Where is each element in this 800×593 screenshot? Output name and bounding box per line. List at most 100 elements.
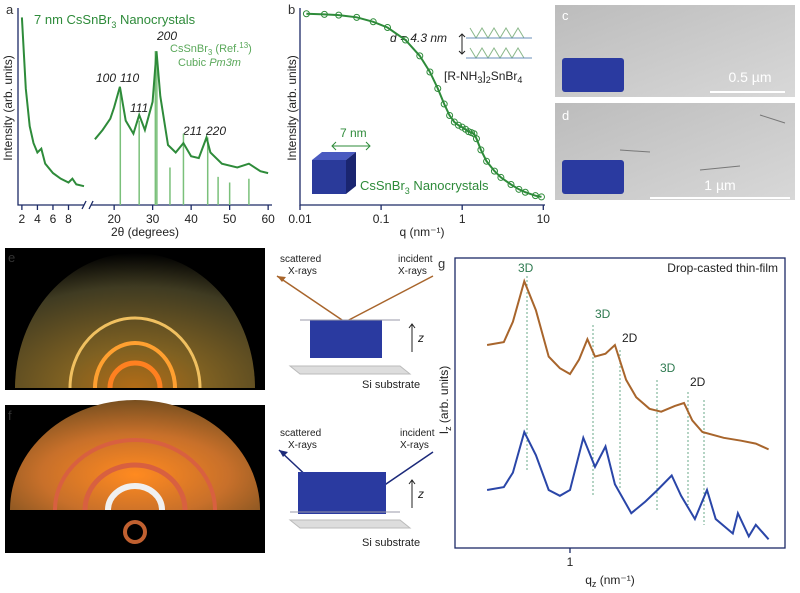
x-tick-label: 6 <box>50 212 57 226</box>
x-tick-label: 8 <box>65 212 72 226</box>
chart-title: Drop-casted thin-film <box>667 261 778 275</box>
size-label: 7 nm <box>340 126 367 140</box>
reference-label: CsSnBr3 (Ref.13) <box>170 41 252 57</box>
diagram-f <box>278 449 434 529</box>
peak-label: 220 <box>205 124 226 138</box>
data-point <box>497 173 505 181</box>
panel-label: a <box>6 2 14 17</box>
phase-label: [R-NH3]2SnBr4 <box>444 69 522 85</box>
peak-label: 100 <box>96 71 116 85</box>
substrate-label: Si substrate <box>362 537 420 549</box>
x-tick-label: 2 <box>19 212 26 226</box>
y-axis-label: Intensity (arb. units) <box>1 55 15 160</box>
axis-frame <box>17 8 272 206</box>
y-axis-label: Iz (arb. units) <box>437 366 453 435</box>
data-point <box>490 167 498 175</box>
x-tick-label: 10 <box>537 212 551 226</box>
data-point <box>369 18 377 26</box>
data-point <box>472 135 480 143</box>
cube-icon <box>312 152 356 194</box>
giwaxs-rings <box>68 316 202 389</box>
data-point <box>446 111 454 119</box>
x-tick-label: 60 <box>261 212 275 226</box>
data-point <box>426 68 434 76</box>
giwaxs-pattern <box>10 400 260 510</box>
layered-structure <box>458 27 532 59</box>
plot-frame <box>454 257 786 549</box>
chart-title: 7 nm CsSnBr3 Nanocrystals <box>34 12 196 30</box>
diagram-label: X-rays <box>288 266 317 277</box>
peak-labels: 100 110 111 200 211 220 <box>96 29 226 138</box>
data-point <box>384 24 392 32</box>
annotation: 2D <box>690 375 706 389</box>
data-point <box>521 188 529 196</box>
panel-label: c <box>562 8 569 23</box>
reference-phase: Cubic Pm3m <box>178 57 241 69</box>
substrate-label: Si substrate <box>362 379 420 391</box>
data-line <box>306 12 542 198</box>
giwaxs-pattern <box>15 253 255 388</box>
diagram-label: scattered <box>280 254 321 265</box>
tem-features <box>619 114 786 171</box>
annotations: 3D 3D 2D 3D 2D <box>518 261 706 389</box>
diagram-e <box>276 275 434 375</box>
peak-label: 110 <box>120 71 139 85</box>
diagram-label: incident <box>400 428 435 439</box>
diagram-label: scattered <box>280 428 321 439</box>
panel-label: e <box>8 250 15 265</box>
panel-label: g <box>438 256 445 271</box>
giwaxs-rings <box>53 438 217 544</box>
data-point <box>302 10 310 18</box>
data-point <box>483 157 491 165</box>
data-point <box>402 36 410 44</box>
scale-bar-label: 1 µm <box>704 177 735 193</box>
stack-icon <box>562 58 624 194</box>
data-line <box>486 278 770 451</box>
peak-label: 211 <box>182 124 202 138</box>
annotation: 3D <box>518 261 534 275</box>
data-line <box>20 17 269 188</box>
data-point <box>507 181 515 189</box>
panel-label: f <box>8 408 12 423</box>
x-tick-label: 0.01 <box>288 212 312 226</box>
diagram-label: X-rays <box>398 266 427 277</box>
x-tick-label: 40 <box>184 212 198 226</box>
x-tick-label: 0.1 <box>373 212 390 226</box>
x-tick-label: 4 <box>34 212 41 226</box>
peak-label: 111 <box>130 101 148 115</box>
x-tick-label: 20 <box>107 212 121 226</box>
x-tick-label: 30 <box>146 212 160 226</box>
axis-label: z <box>417 331 424 345</box>
data-point <box>320 10 328 18</box>
data-point <box>335 11 343 19</box>
x-tick-label: 1 <box>567 555 574 569</box>
axis-label: z <box>417 487 424 501</box>
spacing-label: d = 4.3 nm <box>390 31 447 45</box>
x-tick-label: 50 <box>223 212 237 226</box>
axis-break <box>84 201 92 209</box>
annotation: 3D <box>660 361 676 375</box>
x-axis-label: 2θ (degrees) <box>111 225 179 239</box>
annotation: 3D <box>595 307 611 321</box>
panel-label: b <box>288 2 295 17</box>
x-axis-label: qz (nm⁻¹) <box>585 573 635 589</box>
data-point <box>477 146 485 154</box>
data-point <box>515 185 523 193</box>
data-line <box>486 429 770 540</box>
size-arrow <box>331 141 371 151</box>
scale-bar-label: 0.5 µm <box>728 69 771 85</box>
data-point <box>450 118 458 126</box>
peak-label: 200 <box>156 29 177 43</box>
nanocrystal-label: CsSnBr3 Nanocrystals <box>360 178 489 196</box>
diagram-label: X-rays <box>400 440 429 451</box>
diagram-label: incident <box>398 254 433 265</box>
annotation: 2D <box>622 331 638 345</box>
x-axis-label: q (nm⁻¹) <box>400 225 445 239</box>
y-axis-label: Intensity (arb. units) <box>285 55 299 160</box>
axis-break <box>81 200 94 210</box>
data-point <box>537 193 545 201</box>
data-point <box>454 121 462 129</box>
data-point <box>416 52 424 60</box>
x-tick-label: 1 <box>459 212 466 226</box>
